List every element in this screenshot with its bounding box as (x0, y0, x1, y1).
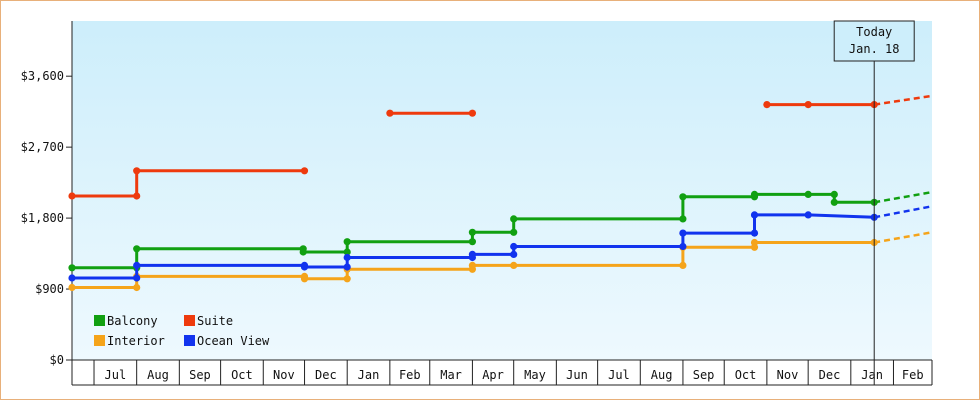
x-tick-label: Sep (189, 368, 211, 382)
ocean-view-point (68, 274, 76, 282)
x-tick-label: Jan (861, 368, 883, 382)
x-tick-label: Feb (902, 368, 924, 382)
balcony-point (299, 248, 307, 256)
plot-background (72, 21, 932, 360)
x-tick-label: Apr (482, 368, 504, 382)
legend-label-balcony: Balcony (107, 314, 158, 328)
today-label-box (833, 20, 915, 62)
ocean-view-point (300, 263, 309, 271)
x-tick-label: Feb (399, 368, 421, 382)
y-tick-label: $0 (50, 353, 64, 367)
y-tick-label: $900 (35, 282, 64, 296)
ocean-view-point (343, 263, 351, 271)
ocean-view-point (804, 211, 812, 219)
x-tick-label: Dec (819, 368, 841, 382)
x-tick-label: Aug (147, 368, 169, 382)
legend-swatch-interior (94, 335, 105, 346)
legend: Balcony Suite Interior Ocean View (94, 314, 270, 348)
series-group (68, 94, 933, 292)
suite-point (386, 109, 394, 117)
ocean-view-point (750, 211, 759, 219)
x-tick-label: Nov (777, 368, 799, 382)
x-tick-label: Jun (566, 368, 588, 382)
suite-line (72, 169, 305, 198)
interior-point (468, 261, 476, 269)
balcony-point (133, 245, 141, 253)
interior-point (133, 283, 141, 292)
x-tick-label: Jan (358, 368, 380, 382)
suite-point (763, 101, 771, 109)
balcony-point (468, 238, 476, 246)
interior-point (510, 261, 518, 269)
x-tick-label: Oct (735, 368, 757, 382)
x-tick-label: Jul (608, 368, 630, 382)
x-tick-label: Sep (693, 368, 715, 382)
balcony-point (830, 198, 838, 206)
balcony-point (510, 215, 518, 223)
today-date-label: Jan. 18 (849, 42, 900, 56)
ocean-view-point (468, 250, 476, 258)
balcony-point (679, 215, 687, 223)
y-tick-label: $3,600 (21, 69, 64, 83)
suite-point (133, 192, 141, 200)
balcony-point (830, 190, 838, 198)
interior-point (343, 275, 351, 283)
x-tick-label: Aug (651, 368, 673, 382)
interior-point (679, 261, 687, 269)
ocean-view-point (510, 242, 518, 251)
balcony-point (343, 248, 351, 256)
balcony-point (68, 264, 76, 272)
suite-point (468, 109, 476, 117)
ocean-view-point (133, 274, 141, 282)
balcony-point (468, 228, 476, 236)
ocean-view-point (679, 229, 687, 237)
legend-swatch-ocean-view (184, 335, 195, 346)
balcony-point (343, 238, 351, 246)
y-tick-label: $2,700 (21, 140, 64, 154)
x-tick-label: Oct (231, 368, 253, 382)
interior-point (300, 275, 309, 283)
legend-swatch-balcony (94, 315, 105, 326)
suite-point (68, 192, 76, 200)
ocean-view-point (133, 261, 141, 269)
x-tick-label: Nov (273, 368, 295, 382)
balcony-point (679, 193, 687, 201)
x-tick-label: May (524, 368, 546, 382)
interior-point (68, 283, 76, 292)
suite-point (300, 167, 309, 175)
suite-point (133, 167, 141, 175)
ocean-view-point (343, 253, 351, 262)
legend-label-suite: Suite (197, 314, 233, 328)
today-label: Today (856, 25, 892, 39)
axes: $0 $900 $1,800 $2,700 $3,600 Jul Aug Sep Oct Nov D… (21, 21, 933, 386)
ocean-view-point (750, 229, 759, 237)
ocean-view-point (679, 242, 687, 251)
ocean-view-point (510, 250, 518, 258)
interior-point (750, 238, 759, 247)
legend-label-ocean-view: Ocean View (197, 334, 270, 348)
balcony-point (804, 190, 812, 198)
y-tick-label: $1,800 (21, 211, 64, 225)
x-tick-label: Mar (440, 368, 462, 382)
x-tick-label: Jul (105, 368, 127, 382)
today-marker: Today Jan. 18 (833, 20, 915, 385)
x-tick-label: Dec (315, 368, 337, 382)
legend-swatch-suite (184, 315, 195, 326)
balcony-point (750, 190, 759, 198)
balcony-point (510, 228, 518, 236)
legend-label-interior: Interior (107, 334, 165, 348)
suite-point (804, 101, 812, 109)
